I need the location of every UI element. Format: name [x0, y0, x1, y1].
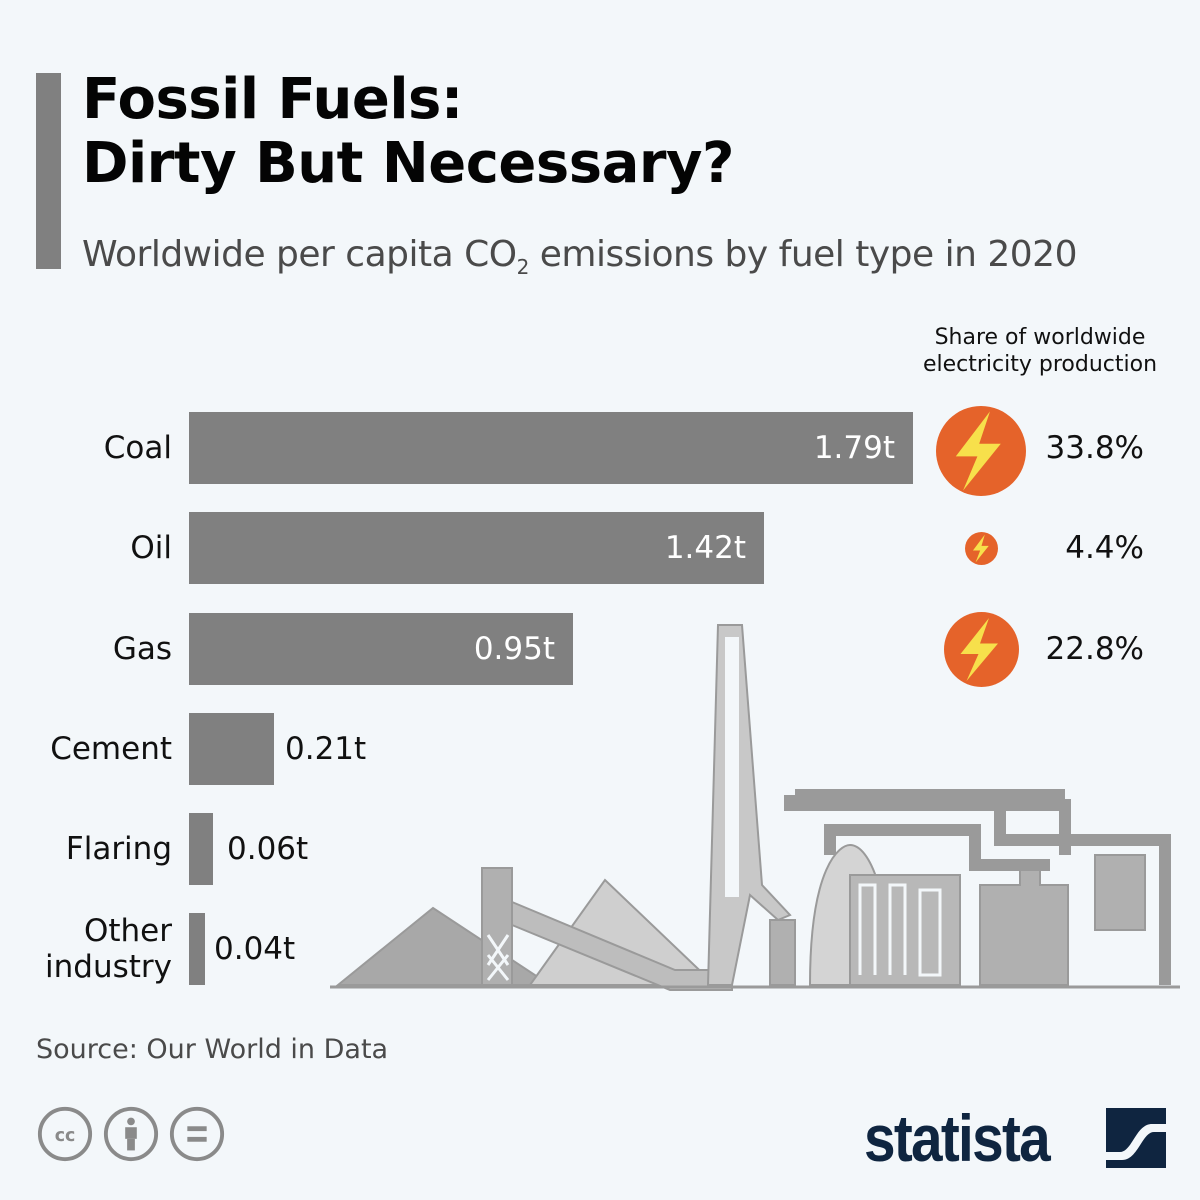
subtitle: Worldwide per capita CO2 emissions by fu…	[82, 234, 1078, 279]
category-label: Cement	[50, 731, 172, 767]
category-label: Other industry	[45, 913, 172, 985]
attribution-icon[interactable]	[102, 1105, 160, 1163]
category-label: Flaring	[65, 831, 172, 867]
category-label: Oil	[130, 530, 172, 566]
statista-mark-icon	[1106, 1108, 1166, 1168]
bar-other-industry	[189, 913, 205, 985]
share-value: 22.8%	[1045, 631, 1144, 667]
value-label: 0.95t	[473, 631, 555, 667]
chart-row-oil: Oil 1.42t 4.4%	[0, 512, 1200, 584]
title-line-2: Dirty But Necessary?	[82, 131, 734, 196]
power-plant-illustration	[330, 624, 1180, 991]
value-label: 0.06t	[227, 831, 309, 867]
chart-row-coal: Coal 1.79t 33.8%	[0, 406, 1200, 496]
statista-logo[interactable]: statista	[864, 1100, 1166, 1176]
lightning-bolt-icon	[944, 612, 1019, 687]
creative-commons-icon[interactable]: cc	[36, 1105, 94, 1163]
category-label: Coal	[103, 430, 172, 466]
subtitle-subscript: 2	[516, 255, 530, 279]
svg-text:cc: cc	[55, 1126, 76, 1146]
source-note: Source: Our World in Data	[36, 1034, 389, 1065]
lightning-bolt-icon	[965, 532, 998, 565]
chart-row-flaring: Flaring 0.06t	[0, 813, 1200, 885]
share-value: 33.8%	[1045, 430, 1144, 466]
bar-flaring	[189, 813, 213, 885]
value-label: 0.04t	[214, 931, 296, 967]
license-icons: cc	[36, 1105, 226, 1163]
value-label: 0.21t	[285, 731, 367, 767]
lightning-bolt-icon	[936, 406, 1026, 496]
logo-text: statista	[864, 1101, 1051, 1175]
bar-cement	[189, 713, 274, 785]
value-label: 1.42t	[664, 530, 746, 566]
bar-oil: 1.42t	[189, 512, 764, 584]
subtitle-text: Worldwide per capita CO	[82, 234, 517, 275]
page-title: Fossil Fuels: Dirty But Necessary?	[82, 68, 734, 196]
chart-row-gas: Gas 0.95t 22.8%	[0, 612, 1200, 687]
bar-gas: 0.95t	[189, 613, 573, 685]
title-line-1: Fossil Fuels:	[82, 67, 463, 132]
share-value: 4.4%	[1065, 530, 1144, 566]
chart-row-cement: Cement 0.21t	[0, 713, 1200, 785]
chart-row-other-industry: Other industry 0.04t	[0, 913, 1200, 985]
subtitle-text-end: emissions by fuel type in 2020	[528, 234, 1078, 275]
title-accent-bar	[36, 73, 61, 269]
bar-coal: 1.79t	[189, 412, 913, 484]
share-column-header: Share of worldwide electricity productio…	[922, 325, 1158, 377]
value-label: 1.79t	[813, 430, 895, 466]
no-derivatives-icon[interactable]	[168, 1105, 226, 1163]
category-label: Gas	[112, 631, 172, 667]
